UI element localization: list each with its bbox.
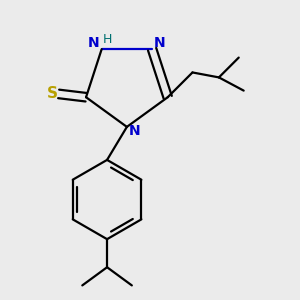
Text: N: N <box>128 124 140 138</box>
Text: N: N <box>154 36 165 50</box>
Text: H: H <box>103 33 112 46</box>
Text: N: N <box>88 36 99 50</box>
Text: S: S <box>46 86 58 101</box>
